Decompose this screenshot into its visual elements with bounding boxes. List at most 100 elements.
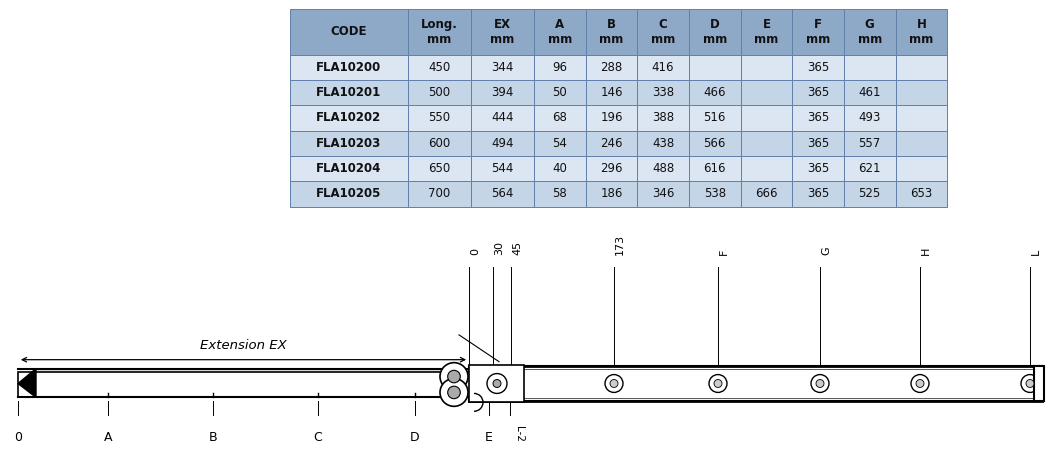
Bar bbox=[471, 80, 534, 105]
Circle shape bbox=[605, 374, 624, 392]
Bar bbox=[290, 55, 408, 80]
Text: 365: 365 bbox=[807, 86, 829, 99]
Text: 0: 0 bbox=[469, 248, 480, 255]
Bar bbox=[586, 80, 637, 105]
Circle shape bbox=[912, 374, 929, 392]
Text: 68: 68 bbox=[553, 111, 568, 124]
Bar bbox=[471, 181, 534, 207]
Circle shape bbox=[440, 363, 468, 391]
Text: 666: 666 bbox=[755, 187, 778, 200]
Bar bbox=[792, 55, 844, 80]
Bar bbox=[290, 9, 408, 55]
Text: 346: 346 bbox=[652, 187, 674, 200]
Bar bbox=[844, 156, 896, 181]
Polygon shape bbox=[18, 369, 36, 397]
Text: F: F bbox=[720, 249, 729, 255]
Bar bbox=[896, 131, 947, 156]
Bar bbox=[408, 131, 471, 156]
Bar bbox=[534, 55, 586, 80]
Text: 365: 365 bbox=[807, 136, 829, 150]
Text: 365: 365 bbox=[807, 162, 829, 175]
Bar bbox=[471, 131, 534, 156]
Text: 173: 173 bbox=[615, 234, 625, 255]
Bar bbox=[689, 181, 741, 207]
Circle shape bbox=[493, 379, 501, 387]
Text: 616: 616 bbox=[704, 162, 726, 175]
Text: 54: 54 bbox=[553, 136, 568, 150]
Bar bbox=[637, 181, 689, 207]
Text: FLA10203: FLA10203 bbox=[316, 136, 382, 150]
Bar bbox=[637, 105, 689, 131]
Text: 438: 438 bbox=[652, 136, 674, 150]
Text: FLA10204: FLA10204 bbox=[316, 162, 382, 175]
Bar bbox=[1034, 365, 1044, 401]
Bar bbox=[290, 105, 408, 131]
Text: 288: 288 bbox=[600, 61, 622, 74]
Bar bbox=[741, 131, 792, 156]
Text: 0: 0 bbox=[14, 431, 22, 444]
Text: 146: 146 bbox=[600, 86, 622, 99]
Text: 525: 525 bbox=[859, 187, 881, 200]
Text: 365: 365 bbox=[807, 187, 829, 200]
Bar bbox=[896, 55, 947, 80]
Text: 296: 296 bbox=[600, 162, 622, 175]
Bar bbox=[471, 55, 534, 80]
Circle shape bbox=[714, 379, 722, 387]
Text: 557: 557 bbox=[859, 136, 881, 150]
Text: 344: 344 bbox=[492, 61, 514, 74]
Circle shape bbox=[440, 379, 468, 406]
Bar bbox=[741, 105, 792, 131]
Bar bbox=[469, 365, 1042, 401]
Bar bbox=[408, 181, 471, 207]
Bar bbox=[586, 55, 637, 80]
Bar bbox=[792, 181, 844, 207]
Bar bbox=[471, 156, 534, 181]
Bar bbox=[741, 9, 792, 55]
Bar bbox=[896, 105, 947, 131]
Text: L: L bbox=[1031, 249, 1041, 255]
Text: 650: 650 bbox=[428, 162, 450, 175]
Text: 544: 544 bbox=[492, 162, 514, 175]
Bar bbox=[290, 131, 408, 156]
Bar bbox=[586, 181, 637, 207]
Text: 45: 45 bbox=[512, 242, 522, 255]
Bar bbox=[534, 131, 586, 156]
Circle shape bbox=[487, 374, 507, 393]
Bar bbox=[637, 9, 689, 55]
Bar bbox=[408, 9, 471, 55]
Bar bbox=[741, 55, 792, 80]
Bar bbox=[741, 80, 792, 105]
Text: 516: 516 bbox=[704, 111, 726, 124]
Bar bbox=[792, 156, 844, 181]
Text: 653: 653 bbox=[910, 187, 933, 200]
Bar bbox=[741, 156, 792, 181]
Text: FLA10205: FLA10205 bbox=[316, 187, 382, 200]
Text: G: G bbox=[821, 247, 831, 255]
Text: 700: 700 bbox=[428, 187, 450, 200]
Text: FLA10201: FLA10201 bbox=[316, 86, 382, 99]
Circle shape bbox=[610, 379, 618, 387]
Text: 50: 50 bbox=[553, 86, 568, 99]
Text: CODE: CODE bbox=[331, 25, 367, 38]
Text: 450: 450 bbox=[428, 61, 450, 74]
Bar bbox=[844, 55, 896, 80]
Text: 40: 40 bbox=[553, 162, 568, 175]
Text: 621: 621 bbox=[859, 162, 881, 175]
Text: 246: 246 bbox=[600, 136, 622, 150]
Text: 461: 461 bbox=[859, 86, 881, 99]
Text: B
mm: B mm bbox=[599, 18, 624, 46]
Bar bbox=[689, 105, 741, 131]
Bar bbox=[408, 156, 471, 181]
Bar bbox=[844, 9, 896, 55]
Bar bbox=[586, 105, 637, 131]
Bar bbox=[586, 156, 637, 181]
Text: C
mm: C mm bbox=[651, 18, 675, 46]
Text: 538: 538 bbox=[704, 187, 726, 200]
Bar bbox=[290, 181, 408, 207]
Text: 500: 500 bbox=[428, 86, 450, 99]
Text: Extension EX: Extension EX bbox=[200, 339, 287, 352]
Circle shape bbox=[447, 370, 460, 383]
Bar bbox=[637, 80, 689, 105]
Text: 444: 444 bbox=[492, 111, 514, 124]
Bar bbox=[689, 156, 741, 181]
